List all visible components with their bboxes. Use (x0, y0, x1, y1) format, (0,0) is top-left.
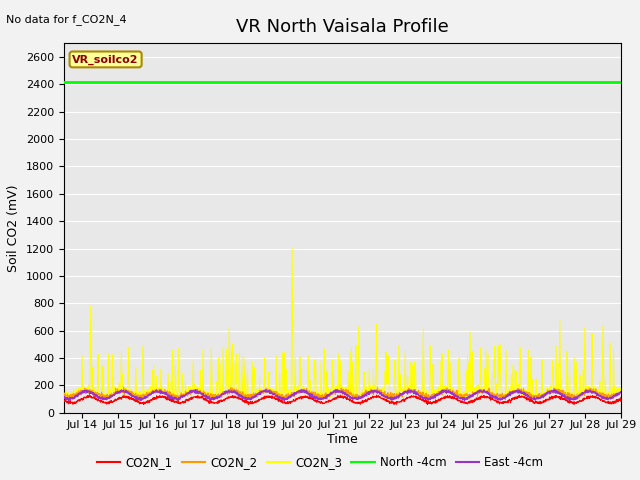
Legend: CO2N_1, CO2N_2, CO2N_3, North -4cm, East -4cm: CO2N_1, CO2N_2, CO2N_3, North -4cm, East… (92, 452, 548, 474)
Text: VR_soilco2: VR_soilco2 (72, 54, 139, 64)
Title: VR North Vaisala Profile: VR North Vaisala Profile (236, 18, 449, 36)
X-axis label: Time: Time (327, 433, 358, 446)
Y-axis label: Soil CO2 (mV): Soil CO2 (mV) (8, 184, 20, 272)
Text: No data for f_CO2N_4: No data for f_CO2N_4 (6, 14, 127, 25)
